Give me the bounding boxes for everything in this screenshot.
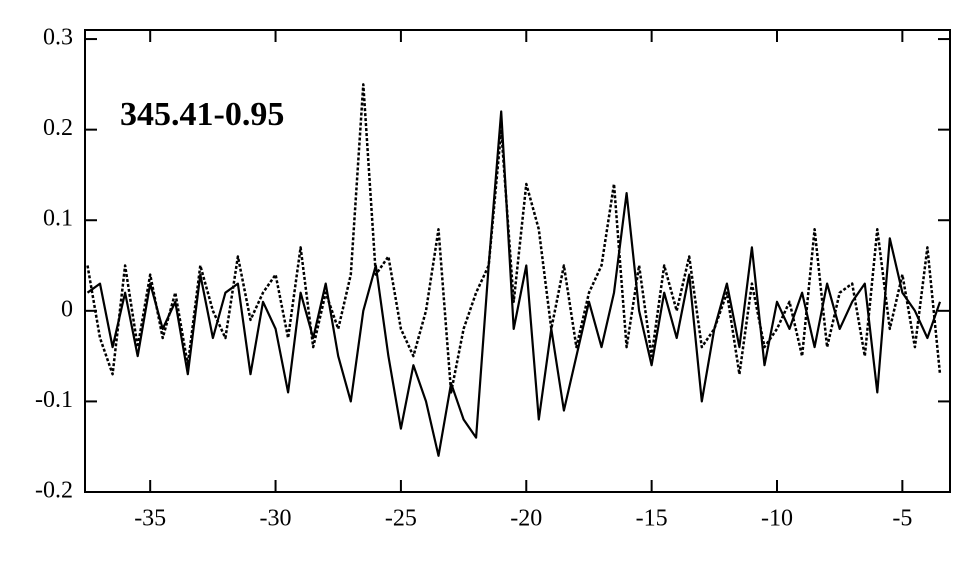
- x-tick-label: -10: [761, 506, 793, 532]
- annotation: 345.41-0.95: [120, 96, 284, 133]
- x-tick-label: -30: [260, 506, 292, 532]
- x-tick-label: -20: [510, 506, 542, 532]
- y-tick-label: -0.2: [35, 478, 73, 504]
- series-line: [86, 110, 942, 457]
- series-line: [86, 83, 942, 394]
- y-tick-label: 0.2: [43, 115, 73, 141]
- x-tick-label: -15: [636, 506, 668, 532]
- y-tick-label: 0: [61, 296, 73, 322]
- x-tick-label: -5: [892, 506, 912, 532]
- plot-frame: [84, 29, 951, 493]
- y-tick-label: 0.1: [43, 206, 73, 232]
- x-tick-label: -25: [385, 506, 417, 532]
- y-tick-label: 0.3: [43, 25, 73, 51]
- x-tick-label: -35: [134, 506, 166, 532]
- y-tick-label: -0.1: [35, 387, 73, 413]
